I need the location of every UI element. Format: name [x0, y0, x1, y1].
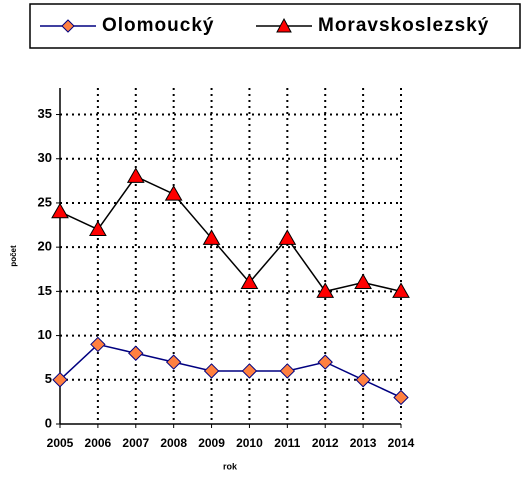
legend-marker [276, 17, 292, 33]
marker [128, 345, 144, 361]
x-tick-label: 2010 [236, 436, 263, 450]
marker [279, 363, 296, 379]
x-tick-label: 2009 [198, 436, 225, 450]
y-axis-label: počet [9, 245, 18, 267]
series-line [59, 175, 402, 293]
y-tick-label: 25 [38, 194, 52, 209]
x-tick-label: 2012 [312, 436, 339, 450]
marker [317, 354, 333, 370]
marker [316, 282, 335, 298]
x-axis-label: rok [223, 461, 238, 471]
marker [278, 229, 297, 245]
marker [89, 220, 107, 236]
x-tick-label: 2007 [122, 436, 149, 450]
marker [392, 282, 410, 298]
x-tick-label: 2008 [160, 436, 187, 450]
marker [240, 273, 259, 290]
marker [202, 229, 221, 245]
legend-marker [61, 19, 75, 33]
marker [164, 185, 183, 201]
y-tick-label: 20 [38, 239, 52, 254]
marker [354, 273, 372, 290]
marker [355, 372, 371, 388]
x-tick-label: 2005 [47, 436, 74, 450]
x-tick-label: 2013 [350, 436, 377, 450]
marker [203, 363, 220, 379]
y-tick-label: 35 [38, 106, 52, 121]
marker [165, 354, 182, 370]
marker [241, 363, 258, 379]
legend-label: Olomoucký [102, 15, 214, 36]
x-tick-label: 2011 [274, 436, 300, 450]
series-line [59, 343, 402, 399]
y-tick-label: 5 [45, 371, 52, 386]
y-tick-label: 0 [45, 415, 52, 430]
marker [90, 336, 106, 353]
marker [51, 202, 69, 219]
marker [52, 372, 68, 388]
marker [393, 389, 409, 406]
x-tick-label: 2014 [388, 436, 415, 450]
marker [126, 167, 145, 183]
y-tick-label: 10 [38, 327, 52, 342]
y-tick-label: 30 [38, 150, 52, 165]
y-tick-label: 15 [38, 283, 52, 298]
x-tick-label: 2006 [85, 436, 112, 450]
legend-label: Moravskoslezský [318, 15, 489, 36]
